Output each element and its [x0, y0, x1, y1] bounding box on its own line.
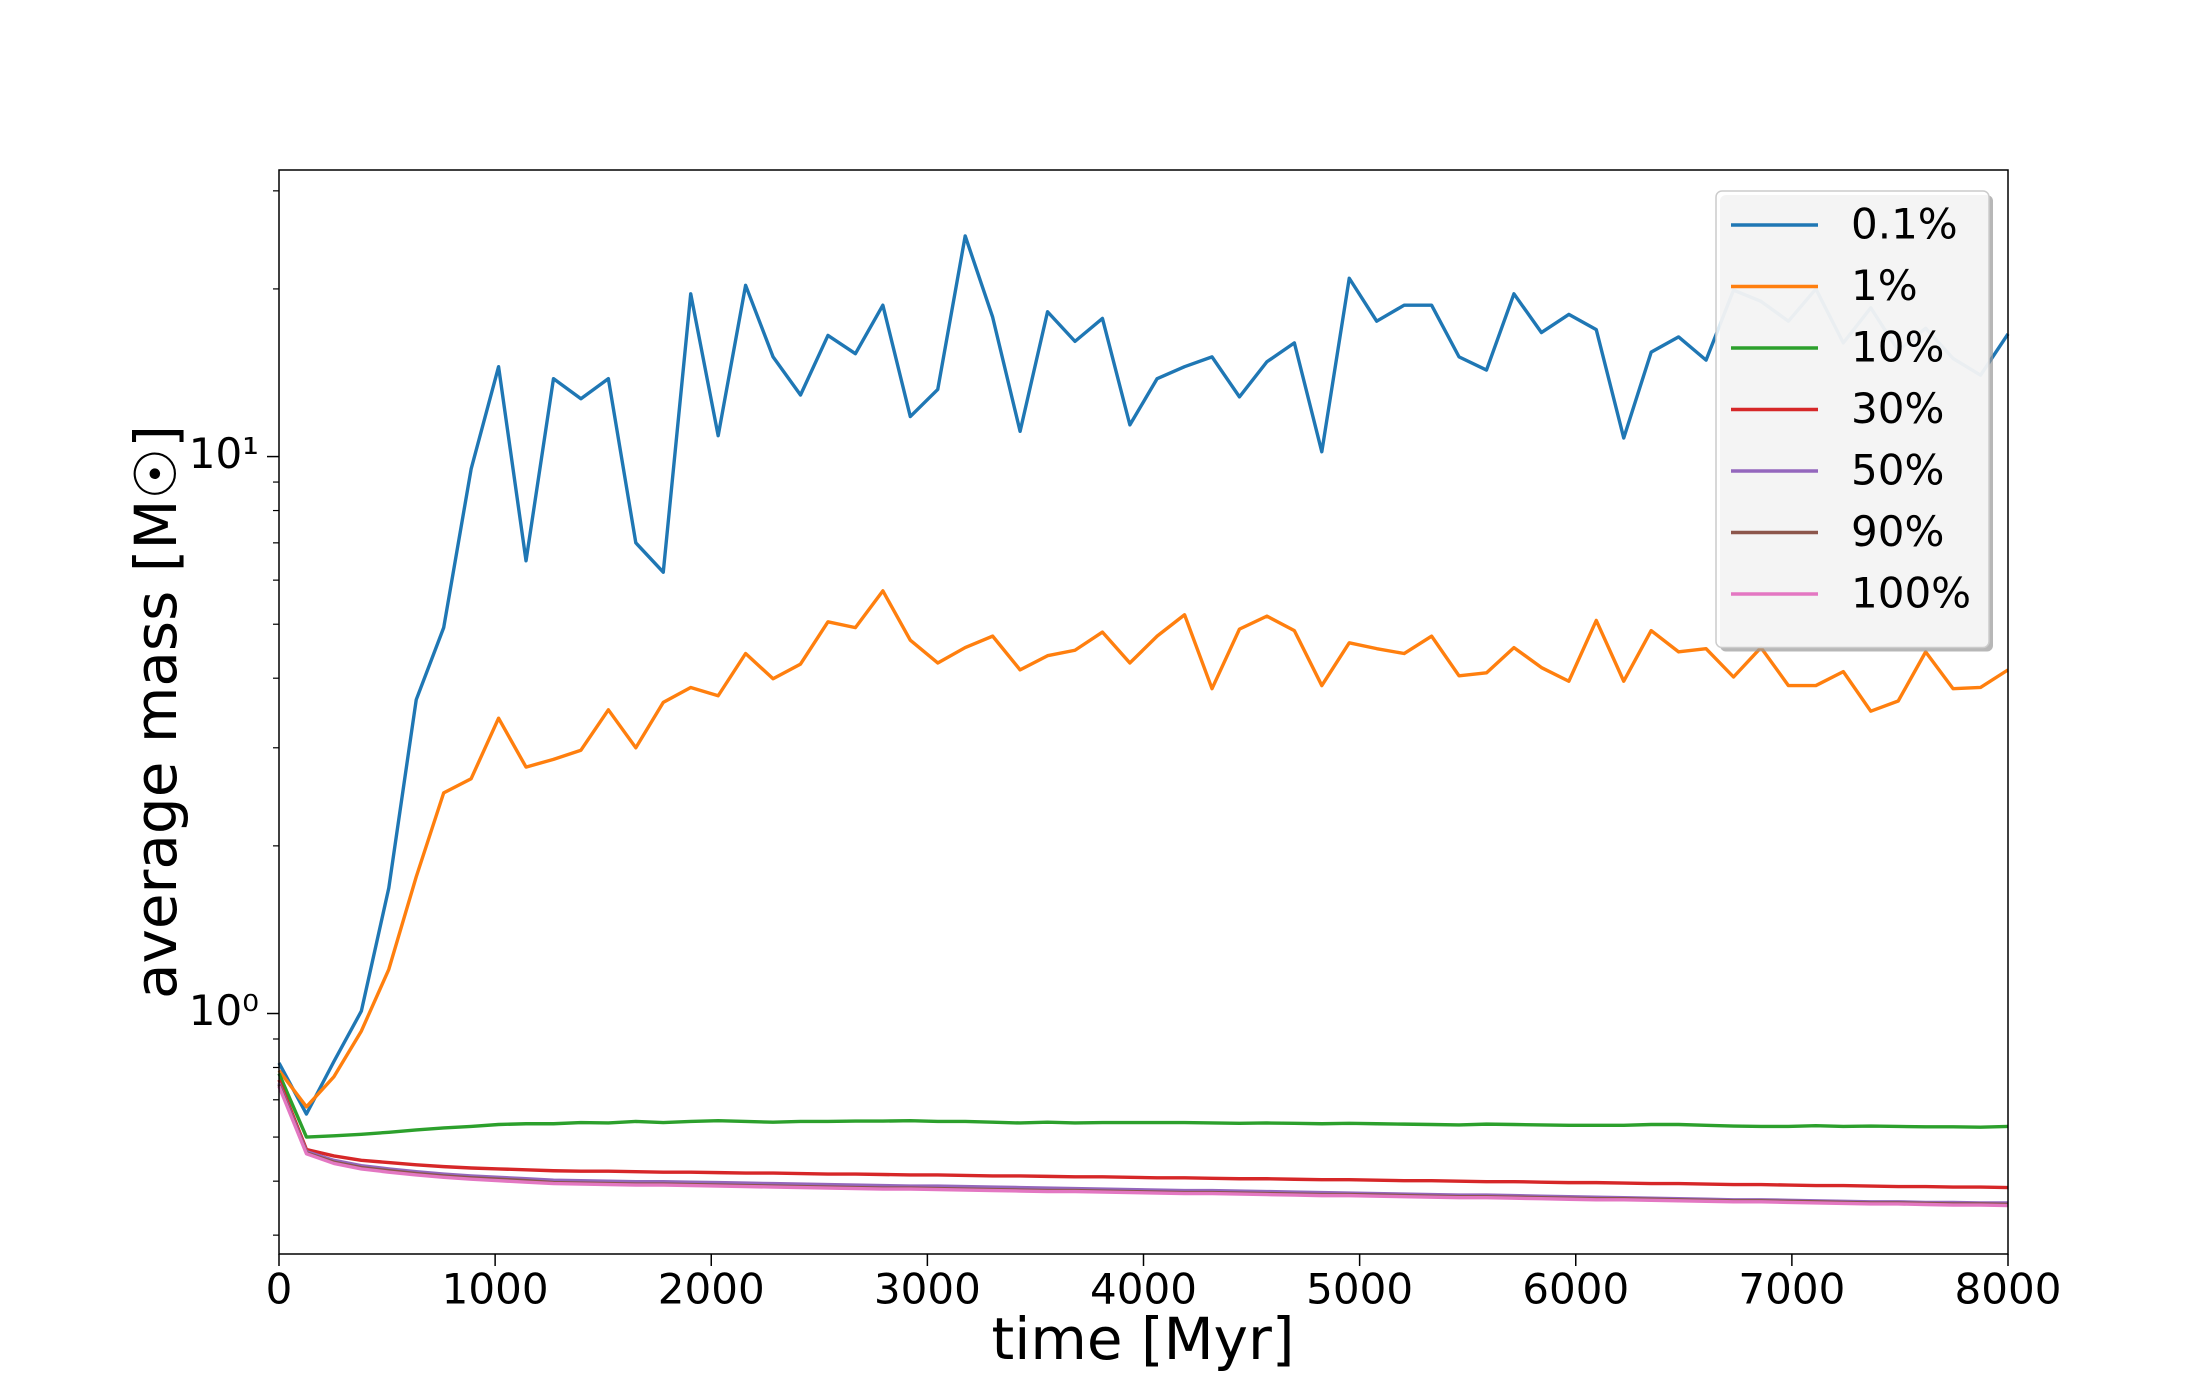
x-tick-label: 3000	[874, 1265, 981, 1314]
x-tick-label: 7000	[1738, 1265, 1845, 1314]
legend-label: 50%	[1851, 446, 1944, 495]
legend-label: 1%	[1851, 261, 1918, 310]
legend-label: 0.1%	[1851, 200, 1958, 249]
x-tick-label: 4000	[1090, 1265, 1197, 1314]
series-line	[277, 1072, 2009, 1139]
x-axis-label: time [Myr]	[992, 1305, 1295, 1373]
series-line	[277, 1079, 2009, 1190]
y-axis-label: average mass [M☉]	[122, 425, 190, 999]
x-tick-label: 5000	[1306, 1265, 1413, 1314]
x-tick-label: 1000	[442, 1265, 549, 1314]
legend-label: 100%	[1851, 569, 1971, 618]
y-tick-label: 10¹	[189, 429, 259, 478]
x-tick-label: 2000	[658, 1265, 765, 1314]
legend-label: 90%	[1851, 507, 1944, 556]
series-line	[277, 589, 2009, 1109]
x-tick-label: 0	[266, 1265, 293, 1314]
x-tick-label: 6000	[1522, 1265, 1629, 1314]
legend-label: 10%	[1851, 323, 1944, 372]
legend-label: 30%	[1851, 384, 1944, 433]
x-tick-label: 8000	[1955, 1265, 2062, 1314]
series-line	[277, 1085, 2009, 1208]
plot-frame	[278, 169, 2009, 1255]
y-tick-label: 10⁰	[189, 986, 259, 1035]
